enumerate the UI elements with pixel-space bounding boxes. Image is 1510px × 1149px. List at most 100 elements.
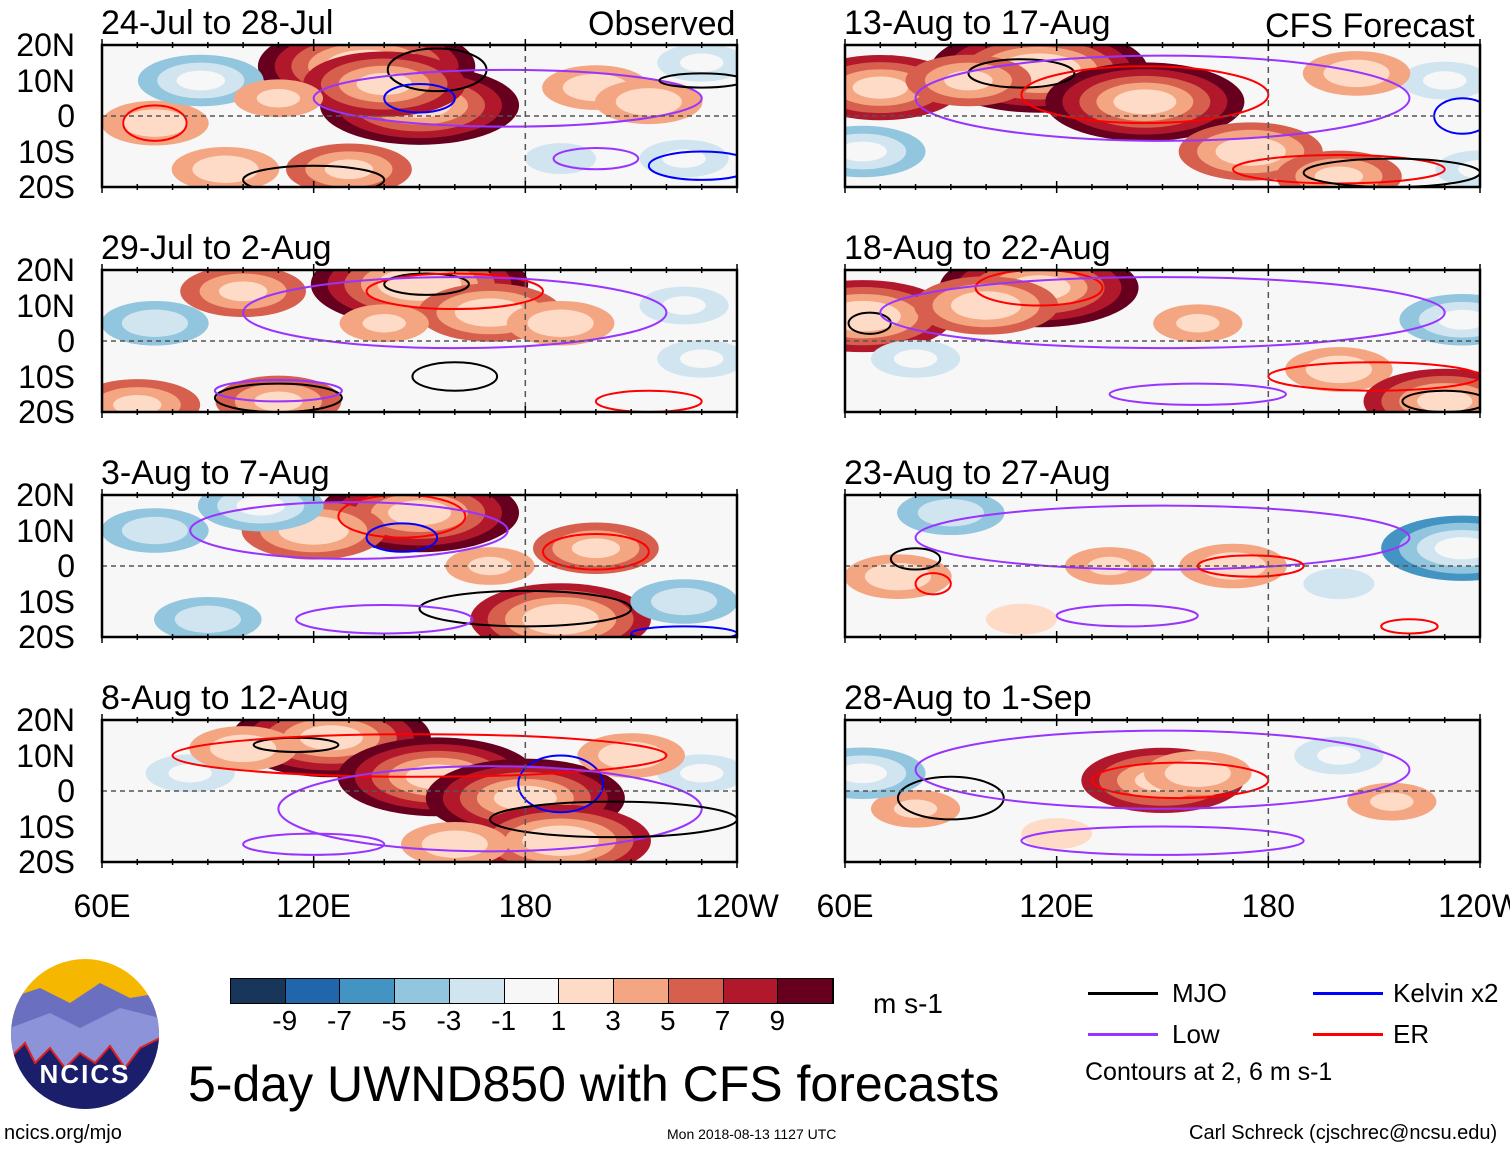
site-link[interactable]: ncics.org/mjo	[4, 1122, 122, 1144]
contour-er	[594, 389, 703, 412]
panel-7	[845, 495, 1480, 637]
colorbar-swatch	[285, 979, 341, 1003]
contour-mjo	[896, 775, 1005, 821]
contour-mjo	[658, 72, 737, 89]
panel-5	[845, 45, 1480, 187]
anomaly-mark	[985, 603, 1057, 635]
observed-label: Observed	[588, 5, 736, 43]
anomaly-mark	[679, 53, 724, 72]
contour-er	[337, 495, 467, 539]
legend-er-line	[1313, 1033, 1383, 1036]
y-tick-label: 10S	[18, 808, 75, 845]
contour-er	[122, 104, 188, 142]
contour-kelvin	[383, 83, 456, 114]
anomaly-mark	[679, 764, 724, 783]
anomaly-mark	[1438, 309, 1480, 330]
colorbar-label: -5	[381, 1005, 407, 1036]
colorbar-swatch	[395, 979, 450, 1003]
legend-kelvin-line	[1313, 992, 1383, 995]
colorbar-swatch	[614, 979, 669, 1003]
legend-kelvin: Kelvin x2	[1393, 978, 1499, 1008]
colorbar-label: -1	[491, 1005, 517, 1036]
colorbar-swatch	[231, 979, 286, 1003]
y-tick-label: 20N	[16, 252, 75, 288]
y-tick-label: 10N	[16, 737, 75, 774]
x-tick-label: 120W	[695, 888, 779, 924]
x-tick-label: 60E	[73, 888, 131, 924]
colorbar-label: 9	[769, 1005, 786, 1036]
anomaly-mark	[845, 141, 887, 162]
contour-low	[1020, 825, 1305, 856]
anomaly-mark	[176, 70, 225, 91]
anomaly-mark	[1113, 89, 1177, 115]
legend-low-line	[1088, 1033, 1158, 1036]
anomaly-mark	[852, 76, 908, 99]
contour-kelvin	[517, 754, 604, 814]
anomaly-mark	[522, 604, 599, 635]
y-tick-label: 10S	[18, 133, 75, 170]
anomaly-mark	[598, 741, 665, 770]
y-tick-label: 10S	[18, 358, 75, 395]
anomaly-mark	[1323, 59, 1390, 88]
anomaly-mark	[1303, 568, 1375, 600]
anomaly-mark	[571, 538, 621, 559]
colorbar-label: 1	[550, 1005, 567, 1036]
contour-low	[277, 765, 703, 853]
contour-note: Contours at 2, 6 m s-1	[1085, 1058, 1333, 1086]
anomaly-mark	[236, 495, 285, 516]
x-tick-label: 180	[1241, 888, 1296, 924]
anomaly-mark	[1422, 71, 1467, 90]
anomaly-mark	[121, 109, 189, 137]
contour-low	[914, 54, 1411, 142]
anomaly-mark	[650, 587, 718, 616]
panel-title: 24-Jul to 28-Jul	[101, 4, 334, 42]
panel-6	[845, 270, 1480, 412]
anomaly-mark	[218, 281, 268, 302]
contour-low	[552, 146, 640, 171]
anomaly-mark	[324, 159, 374, 180]
colorbar-label: -7	[327, 1005, 352, 1036]
panel-title: 8-Aug to 12-Aug	[101, 679, 349, 717]
contour-er	[974, 270, 1104, 307]
y-tick-label: 20S	[18, 169, 75, 205]
contour-mjo	[411, 361, 499, 392]
colorbar-label: -3	[436, 1005, 462, 1036]
contour-low	[242, 832, 386, 856]
panel-title: 18-Aug to 22-Aug	[844, 229, 1111, 267]
colorbar	[230, 978, 834, 1004]
y-tick-label: 0	[57, 773, 75, 809]
legend-mjo: MJO	[1172, 978, 1227, 1008]
anomaly-mark	[845, 763, 887, 784]
anomaly-mark	[893, 349, 938, 368]
author: Carl Schreck (cjschrec@ncsu.edu)	[1189, 1122, 1498, 1144]
contour-low	[213, 379, 343, 403]
panel-title: 13-Aug to 17-Aug	[844, 4, 1111, 42]
x-tick-label: 120E	[1019, 888, 1095, 924]
anomaly-mark	[121, 516, 189, 545]
anomaly-mark	[1176, 314, 1220, 333]
anomaly-mark	[527, 309, 594, 337]
colorbar-swatch	[449, 979, 505, 1003]
anomaly-mark	[1417, 390, 1473, 412]
anomaly-mark	[113, 395, 162, 412]
contour-mjo	[889, 547, 942, 571]
panel-1	[102, 45, 737, 187]
anomaly-mark	[950, 291, 1022, 320]
anomaly-mark	[917, 499, 984, 527]
y-tick-label: 20S	[18, 619, 75, 655]
y-tick-label: 20N	[16, 477, 75, 513]
contour-er	[541, 533, 650, 571]
colorbar-swatch	[504, 979, 560, 1003]
anomaly-mark	[168, 764, 212, 783]
x-tick-label: 180	[498, 888, 553, 924]
contour-er	[171, 733, 668, 778]
panel-4	[102, 720, 737, 862]
panel-2	[102, 270, 737, 412]
anomaly-mark	[299, 725, 363, 751]
colorbar-label: 5	[660, 1005, 676, 1036]
y-tick-label: 10S	[18, 583, 75, 620]
anomaly-mark	[662, 296, 706, 315]
contour-low	[1108, 382, 1287, 406]
legend-er: ER	[1393, 1019, 1430, 1049]
colorbar-label: -9	[272, 1005, 298, 1036]
